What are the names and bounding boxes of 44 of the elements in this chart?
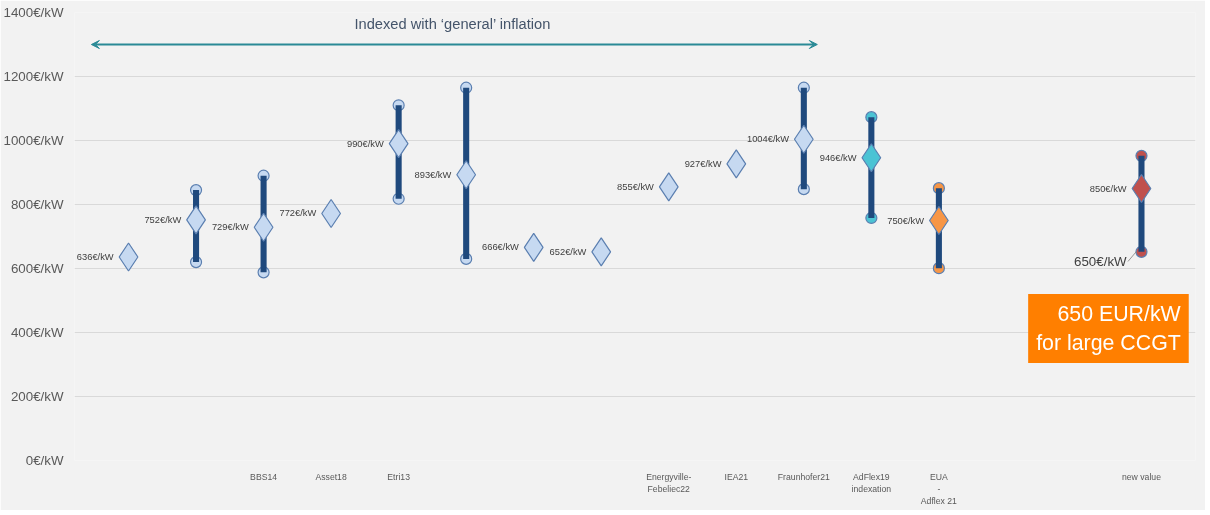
point <box>456 160 477 190</box>
data-label: 927€/kW <box>684 158 722 169</box>
data-label: 729€/kW <box>211 222 249 233</box>
y-tick-label: 1000€/kW <box>3 133 64 148</box>
y-tick-label: 400€/kW <box>10 325 64 340</box>
x-tick-label: EUA - Adflex 21 <box>920 471 958 506</box>
annotation: 650 EUR/kW for large CCGT <box>1036 302 1182 355</box>
data-label: 990€/kW <box>346 138 384 149</box>
point <box>726 149 747 179</box>
data-label: 666€/kW <box>482 242 520 253</box>
data-label: 855€/kW <box>617 181 655 192</box>
annotation: Indexed with ‘general’ inflation <box>354 15 551 32</box>
y-tick-label: 600€/kW <box>10 261 64 276</box>
data-label: 946€/kW <box>819 152 857 163</box>
y-tick-label: 1400€/kW <box>3 5 64 20</box>
x-tick-label: Asset18 <box>315 471 347 482</box>
data-label: 750€/kW <box>887 215 925 226</box>
data-label: 636€/kW <box>76 251 114 262</box>
y-tick-label: 0€/kW <box>25 453 64 468</box>
point <box>793 124 814 154</box>
x-tick-label: BBS14 <box>250 471 278 482</box>
point <box>388 129 409 159</box>
x-tick-label: AdFlex19 indexation <box>851 471 892 494</box>
data-label: 752€/kW <box>144 214 182 225</box>
point <box>591 237 612 267</box>
data-label: 1004€/kW <box>746 134 790 145</box>
x-tick-label: Etri13 <box>387 471 411 482</box>
data-label: 772€/kW <box>279 208 317 219</box>
x-tick-label: IEA21 <box>724 471 749 482</box>
y-tick-label: 200€/kW <box>10 389 64 404</box>
point <box>253 212 274 242</box>
data-label: 652€/kW <box>549 246 587 257</box>
data-label: 850€/kW <box>1089 183 1127 194</box>
x-tick-label: Fraunhofer21 <box>777 471 830 482</box>
x-tick-label: new value <box>1121 471 1162 482</box>
point <box>658 172 679 202</box>
point <box>523 232 544 262</box>
annotation: 650€/kW <box>1074 253 1128 269</box>
data-label: 893€/kW <box>414 169 452 180</box>
y-tick-label: 1200€/kW <box>3 69 64 84</box>
x-tick-label: Energyville- Febeliec22 <box>646 471 692 494</box>
point <box>861 143 882 173</box>
point <box>118 242 139 272</box>
y-tick-label: 800€/kW <box>10 197 64 212</box>
